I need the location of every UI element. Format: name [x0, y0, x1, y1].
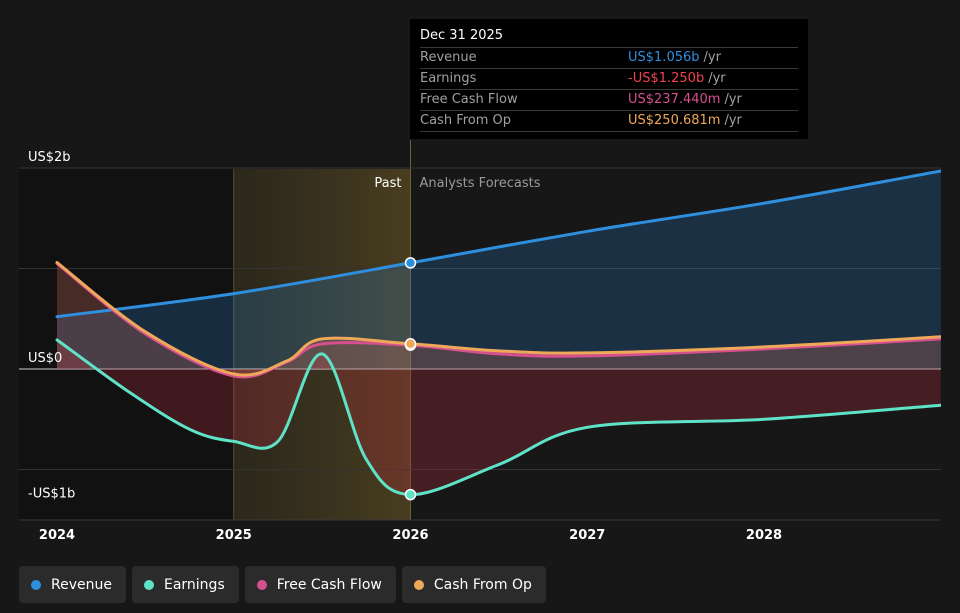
- past-label: Past: [374, 176, 401, 191]
- legend-dot-icon: [256, 579, 267, 590]
- legend-item-revenue[interactable]: Revenue: [19, 566, 126, 603]
- legend-label: Earnings: [163, 576, 225, 593]
- tooltip-label: Cash From Op: [420, 113, 512, 128]
- chart-labels: US$2b US$0 -US$1b 2024 2025 2026 2027 2028 Past A…: [28, 150, 782, 543]
- series-line-earnings: [55, 338, 941, 497]
- legend-dot-icon: [31, 579, 41, 590]
- x-tick-label: 2027: [569, 528, 605, 543]
- tooltip-row-cash-from-op: Cash From Op US$250.681m /yr: [420, 110, 798, 132]
- x-tick-label: 2024: [39, 528, 75, 543]
- x-tick-label: 2026: [392, 528, 428, 543]
- y-tick-label: -US$1b: [28, 487, 75, 502]
- y-tick-label: US$2b: [28, 150, 71, 165]
- legend-dot-icon: [143, 579, 154, 590]
- x-tick-label: 2028: [746, 528, 782, 543]
- series-fill-revenue: [57, 171, 941, 369]
- series-fill-earnings: [57, 339, 941, 495]
- legend-label: Cash From Op: [433, 576, 532, 593]
- tooltip: Dec 31 2025 Revenue US$1.056b /yr Earnin…: [410, 19, 808, 139]
- highlight-dot-revenue: [404, 257, 417, 269]
- forecast-label: Analysts Forecasts: [420, 176, 541, 191]
- tooltip-rows: Revenue US$1.056b /yr Earnings -US$1.250…: [420, 47, 798, 132]
- tooltip-date: Dec 31 2025: [420, 28, 504, 43]
- tooltip-row-free-cash-flow: Free Cash Flow US$237.440m /yr: [420, 89, 798, 110]
- tooltip-label: Free Cash Flow: [420, 92, 518, 107]
- tooltip-unit: /yr: [724, 92, 742, 107]
- tooltip-unit: /yr: [703, 50, 721, 65]
- tooltip-unit: /yr: [724, 113, 742, 128]
- legend: Revenue Earnings Free Cash Flow Cash Fro…: [19, 566, 546, 603]
- tooltip-unit: /yr: [708, 71, 726, 86]
- chart-highlight-dots: [404, 257, 417, 501]
- legend-item-free-cash-flow[interactable]: Free Cash Flow: [244, 566, 396, 603]
- tooltip-label: Revenue: [420, 50, 477, 65]
- tooltip-value: -US$1.250b: [628, 71, 705, 86]
- legend-item-cash-from-op[interactable]: Cash From Op: [401, 566, 546, 603]
- tooltip-value: US$250.681m: [628, 113, 721, 128]
- tooltip-row-revenue: Revenue US$1.056b /yr: [420, 47, 798, 68]
- tooltip-value: US$237.440m: [628, 92, 721, 107]
- tooltip-label: Earnings: [420, 71, 477, 86]
- legend-label: Free Cash Flow: [276, 576, 382, 593]
- highlight-dot-cash-from-op: [404, 338, 417, 350]
- series-line-revenue: [55, 169, 941, 319]
- tooltip-value: US$1.056b: [628, 50, 700, 65]
- highlight-dot-earnings: [404, 488, 417, 501]
- legend-item-earnings[interactable]: Earnings: [131, 566, 239, 603]
- legend-label: Revenue: [51, 576, 112, 593]
- y-tick-label: US$0: [28, 351, 62, 366]
- early-history-region: [19, 169, 234, 520]
- legend-dot-icon: [413, 579, 424, 590]
- chart-gridlines: [19, 167, 941, 521]
- x-tick-label: 2025: [216, 528, 252, 543]
- tooltip-row-earnings: Earnings -US$1.250b /yr: [420, 68, 798, 89]
